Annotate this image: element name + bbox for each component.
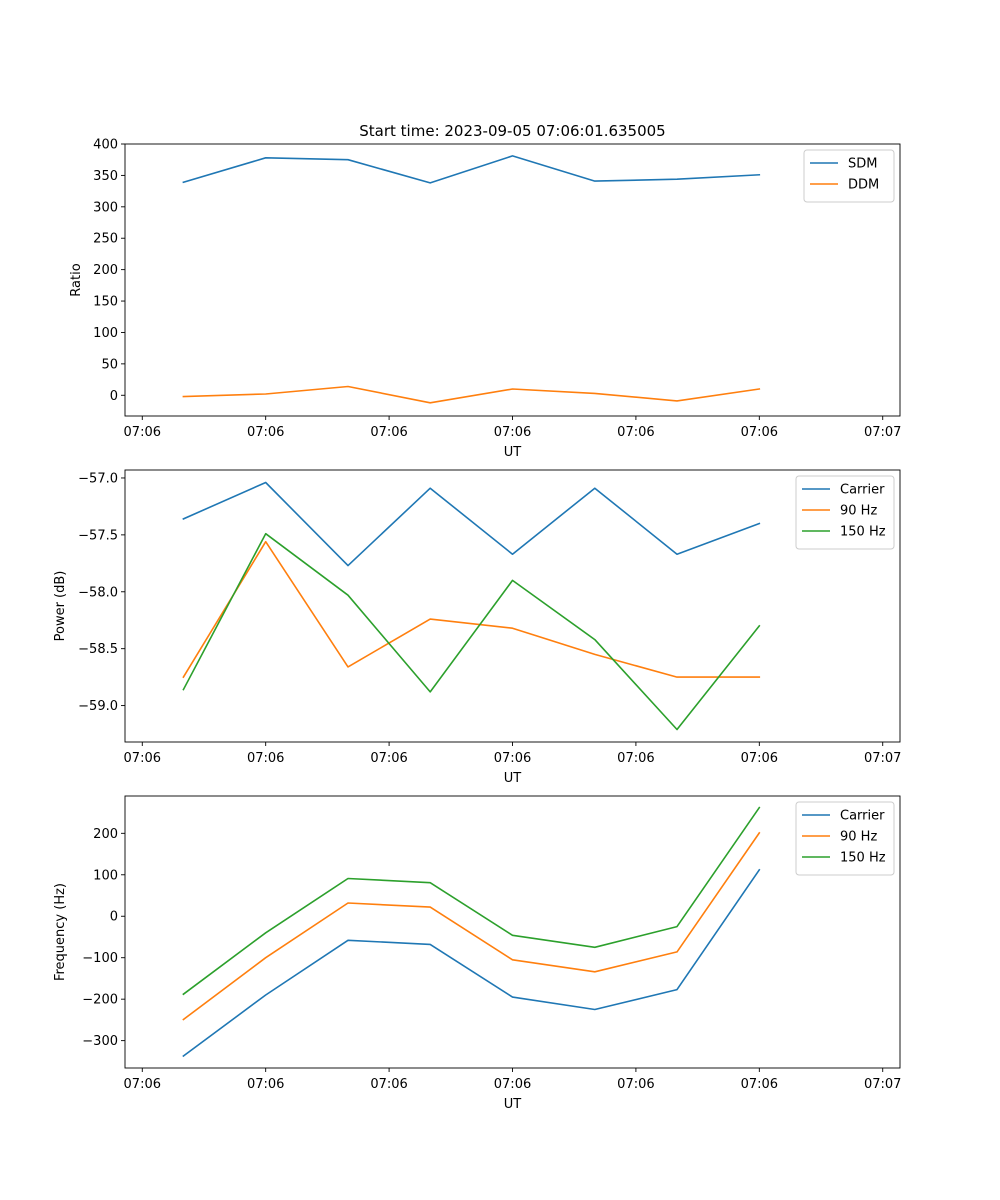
series-line-sdm	[182, 155, 761, 184]
x-axis-label: UT	[504, 1097, 522, 1112]
y-tick-label: 0	[110, 389, 118, 404]
legend: Carrier 90 Hz 150 Hz	[795, 475, 895, 550]
y-tick-label: 100	[93, 326, 118, 341]
legend-label: 90 Hz	[840, 504, 877, 519]
legend-label: DDM	[848, 178, 879, 193]
y-tick-label: 50	[101, 357, 118, 372]
panel-1: 0 50 100 150 200 250 300 350 400 07:06 07:06 07:06 0…	[69, 138, 901, 461]
y-tick-label: −57.5	[78, 528, 118, 543]
x-tick-label: 07:06	[370, 751, 407, 766]
y-tick-label: 400	[93, 138, 118, 153]
x-tick-label: 07:06	[494, 1077, 531, 1092]
x-axis-label: UT	[504, 771, 522, 786]
y-tick-label: −300	[82, 1034, 118, 1049]
y-tick-label: −200	[82, 993, 118, 1008]
y-tick-label: −59.0	[78, 699, 118, 714]
y-tick-label: −58.0	[78, 585, 118, 600]
y-tick-label: −57.0	[78, 471, 118, 486]
series-line-carrier	[182, 868, 761, 1058]
x-tick-label: 07:06	[741, 1077, 778, 1092]
x-tick-label: 07:06	[124, 1077, 161, 1092]
y-tick-label: 300	[93, 200, 118, 215]
x-tick-label: 07:06	[247, 751, 284, 766]
y-axis-label: Frequency (Hz)	[53, 883, 68, 981]
x-tick-label: 07:07	[864, 1077, 901, 1092]
x-tick-label: 07:06	[741, 425, 778, 440]
chart-panels: 0 50 100 150 200 250 300 350 400 07:06 07:06 07:06 0…	[53, 138, 901, 1113]
x-tick-label: 07:06	[247, 1077, 284, 1092]
x-tick-label: 07:07	[864, 751, 901, 766]
legend-label: 150 Hz	[840, 851, 886, 866]
legend-label: Carrier	[840, 809, 885, 824]
x-tick-label: 07:06	[617, 1077, 654, 1092]
y-tick-label: 200	[93, 263, 118, 278]
x-tick-label: 07:06	[247, 425, 284, 440]
y-tick-label: 250	[93, 232, 118, 247]
x-tick-label: 07:06	[124, 751, 161, 766]
legend: SDM DDM	[803, 149, 895, 203]
y-axis-label: Ratio	[69, 263, 84, 296]
y-tick-label: 0	[110, 910, 118, 925]
y-tick-label: 150	[93, 295, 118, 310]
legend-label: SDM	[848, 157, 877, 172]
x-tick-label: 07:06	[617, 425, 654, 440]
legend-label: Carrier	[840, 483, 885, 498]
x-tick-label: 07:06	[370, 1077, 407, 1092]
x-tick-label: 07:06	[124, 425, 161, 440]
series-line-ddm	[182, 385, 761, 404]
panel-2: −59.0 −58.5 −58.0 −57.5 −57.0 07:06 07:06 07:06…	[53, 469, 901, 786]
y-axis-label: Power (dB)	[53, 571, 68, 642]
x-tick-label: 07:06	[617, 751, 654, 766]
y-tick-label: −100	[82, 951, 118, 966]
series-line-90-hz	[182, 831, 761, 1021]
panel-3: −300 −200 −100 0 100 200 07:06 07:06 07:06 07:06 0…	[53, 795, 901, 1112]
y-tick-label: 200	[93, 827, 118, 842]
x-tick-label: 07:06	[494, 751, 531, 766]
chart-title: Start time: 2023-09-05 07:06:01.635005	[359, 122, 665, 140]
series-line-150-hz	[182, 806, 761, 996]
legend: Carrier 90 Hz 150 Hz	[795, 801, 895, 876]
y-tick-label: −58.5	[78, 642, 118, 657]
x-axis-label: UT	[504, 445, 522, 460]
legend-label: 150 Hz	[840, 525, 886, 540]
y-tick-label: 100	[93, 868, 118, 883]
series-line-150-hz	[182, 532, 761, 731]
x-tick-label: 07:07	[864, 425, 901, 440]
series-line-carrier	[182, 481, 761, 567]
x-tick-label: 07:06	[494, 425, 531, 440]
legend-label: 90 Hz	[840, 830, 877, 845]
series-line-90-hz	[182, 540, 761, 679]
x-tick-label: 07:06	[741, 751, 778, 766]
y-tick-label: 350	[93, 169, 118, 184]
x-tick-label: 07:06	[370, 425, 407, 440]
